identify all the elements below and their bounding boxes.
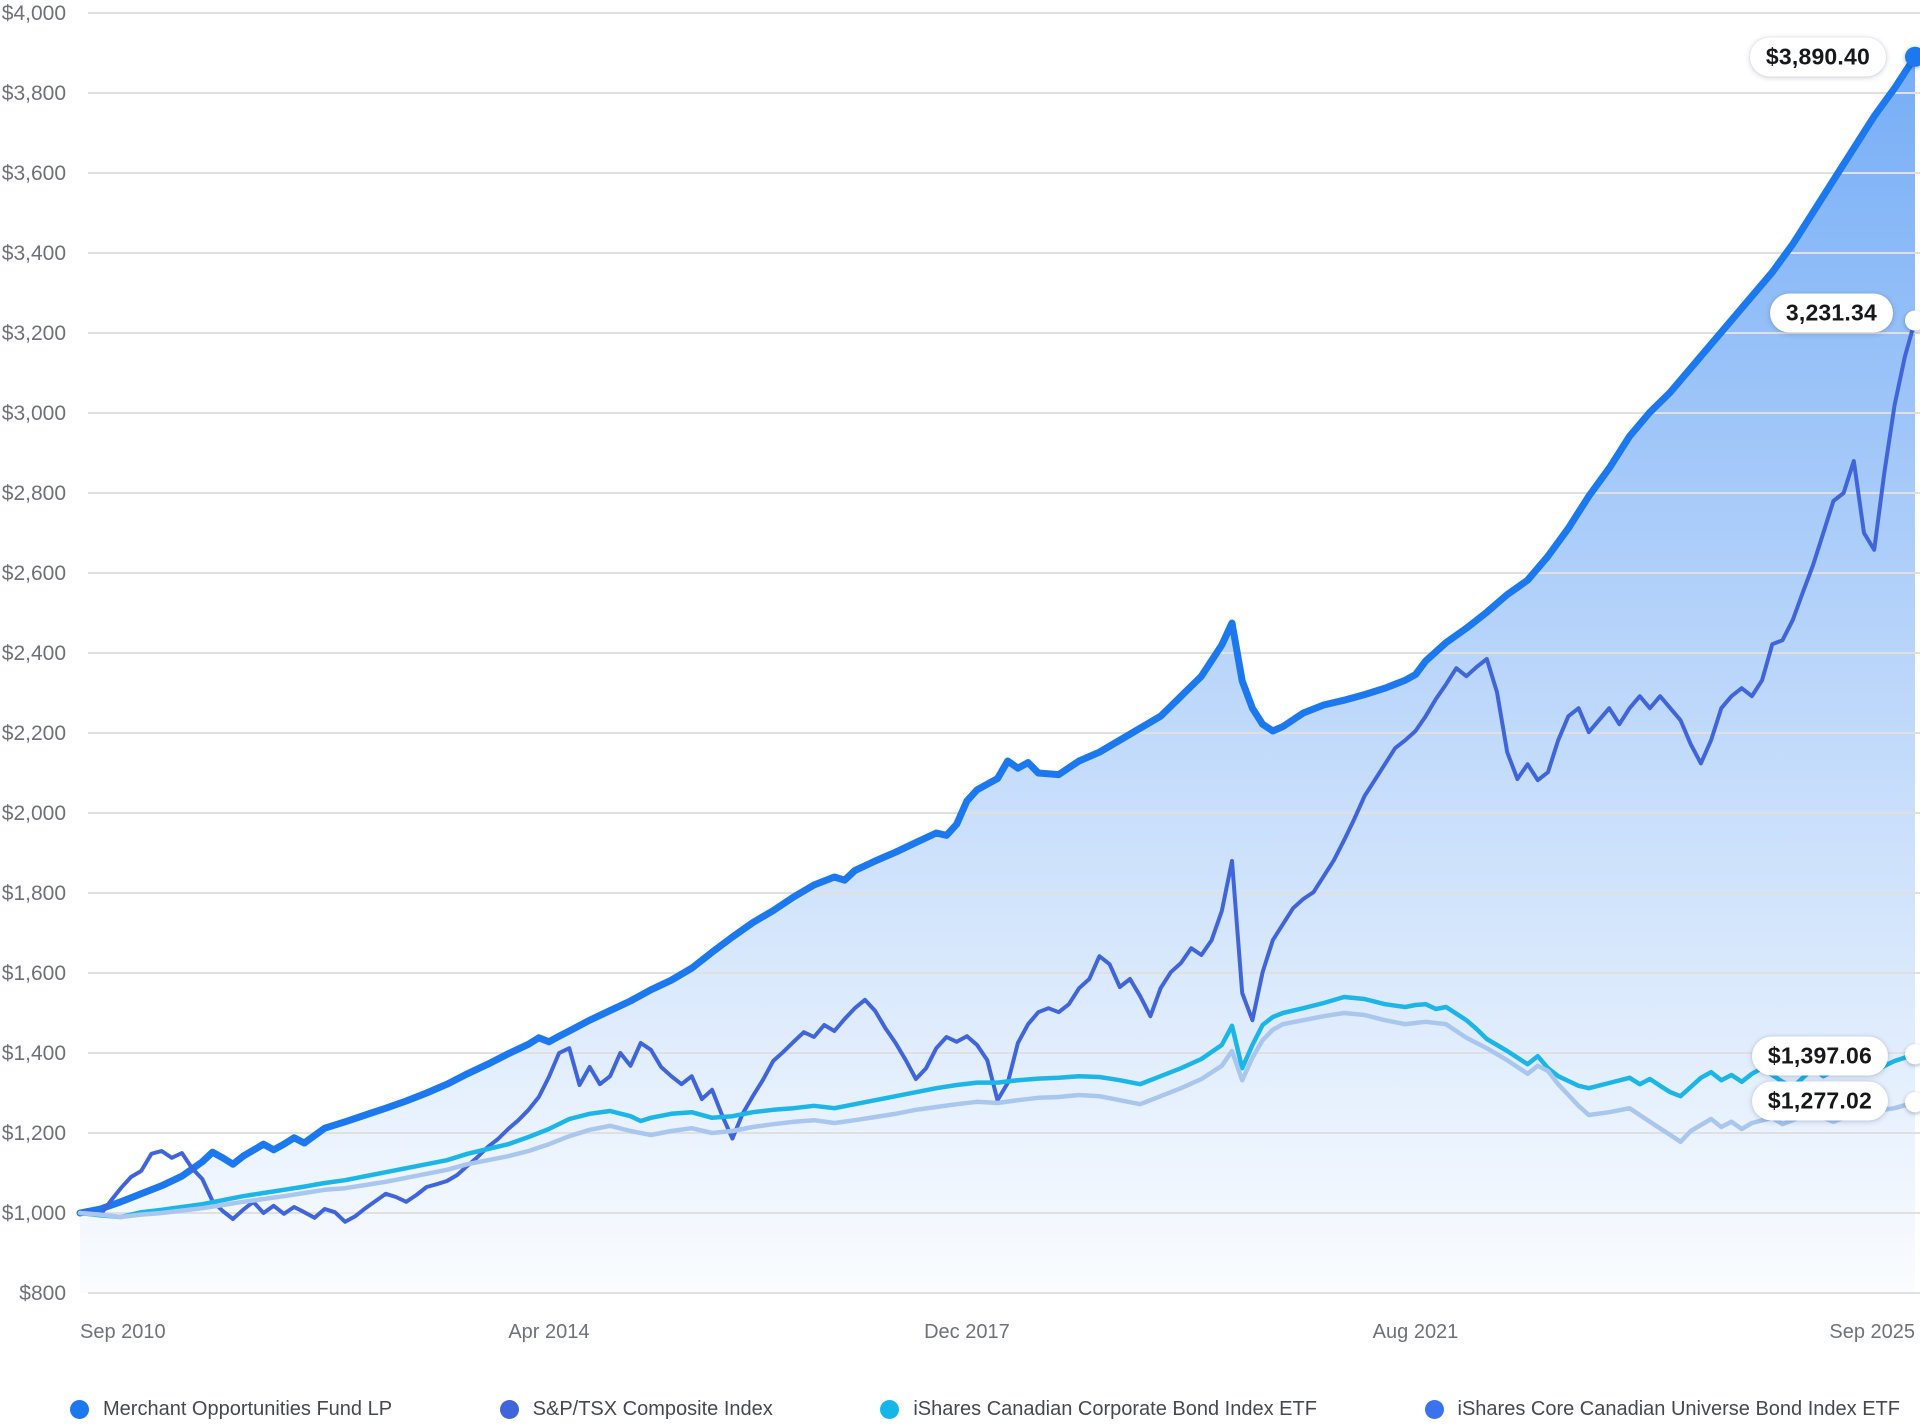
y-axis-tick-label: $4,000	[2, 2, 66, 25]
y-axis-tick-label: $2,000	[2, 802, 66, 825]
series-lines	[76, 53, 1919, 1224]
y-axis-tick-label: $3,000	[2, 402, 66, 425]
y-axis-tick-label: $2,200	[2, 722, 66, 745]
legend-item-label: S&P/TSX Composite Index	[532, 1397, 773, 1420]
series-line-1	[76, 53, 1919, 1217]
legend-item-1[interactable]: Merchant Opportunities Fund LP	[70, 1398, 392, 1421]
y-axis-tick-label: $3,200	[2, 322, 66, 345]
merchant-area	[80, 56, 1915, 1293]
y-axis-tick-label: $2,800	[2, 482, 66, 505]
y-axis-labels: $4,000 $3,800 $3,600 $3,400 $3,200 $3,000 $2,8…	[2, 2, 66, 1305]
legend-item-2[interactable]: S&P/TSX Composite Index	[499, 1397, 773, 1421]
x-axis-tick-label: Aug 2021	[1373, 1321, 1459, 1343]
y-axis-tick-label: $3,400	[2, 242, 66, 265]
end-dot-series-3	[1905, 1044, 1920, 1065]
legend-item-label: iShares Core Canadian Universe Bond Inde…	[1457, 1397, 1900, 1420]
series-end-dots	[1905, 46, 1920, 1113]
legend-item-3[interactable]: iShares Canadian Corporate Bond Index ET…	[880, 1398, 1317, 1421]
legend-item-4[interactable]: iShares Core Canadian Universe Bond Inde…	[1424, 1397, 1900, 1421]
x-axis-tick-label: Dec 2017	[924, 1321, 1010, 1343]
end-dot-series-4	[1905, 1092, 1920, 1113]
y-axis-tick-label: $1,400	[2, 1042, 66, 1065]
series-line-3	[77, 994, 1918, 1220]
legend-dot-icon	[499, 1399, 519, 1419]
legend-dot-icon	[70, 1399, 89, 1419]
x-axis-tick-label: Sep 2010	[80, 1321, 166, 1343]
end-value-pill-series-1: $3,890.40	[1749, 37, 1886, 77]
end-dot-series-1	[1905, 46, 1920, 67]
series-line-4	[77, 1010, 1918, 1220]
end-value-pill-series-2: 3,231.34	[1769, 293, 1893, 332]
legend-item-label: iShares Canadian Corporate Bond Index ET…	[913, 1397, 1317, 1420]
x-axis-tick-label: Sep 2025	[1829, 1321, 1915, 1343]
end-value-pill-series-3: $1,397.06	[1751, 1036, 1888, 1076]
chart-legend: Merchant Opportunities Fund LP S&P/TSX Co…	[70, 1390, 1900, 1426]
end-dot-series-2	[1905, 310, 1920, 331]
y-axis-tick-label: $2,600	[2, 562, 66, 585]
x-axis-tick-label: Apr 2014	[508, 1321, 589, 1343]
end-value-pill-series-4: $1,277.02	[1751, 1081, 1888, 1121]
merchant-area-fill	[80, 56, 1915, 1293]
y-axis-tick-label: $1,600	[2, 962, 66, 985]
y-axis-tick-label: $2,400	[2, 642, 66, 665]
series-line-2	[78, 318, 1917, 1224]
y-axis-tick-label: $1,000	[2, 1202, 66, 1225]
y-axis-tick-label: $3,600	[2, 162, 66, 185]
legend-dot-icon	[1424, 1399, 1444, 1419]
legend-dot-icon	[880, 1399, 900, 1419]
y-gridlines	[88, 12, 1920, 1294]
legend-item-label: Merchant Opportunities Fund LP	[103, 1397, 393, 1420]
y-axis-tick-label: $1,200	[2, 1122, 66, 1145]
x-axis-labels: Sep 2010 Apr 2014 Dec 2017 Aug 2021 Sep 2025	[80, 1321, 1915, 1343]
y-axis-tick-label: $3,800	[2, 82, 66, 105]
y-axis-tick-label: $800	[19, 1282, 66, 1305]
y-axis-tick-label: $1,800	[2, 882, 66, 905]
